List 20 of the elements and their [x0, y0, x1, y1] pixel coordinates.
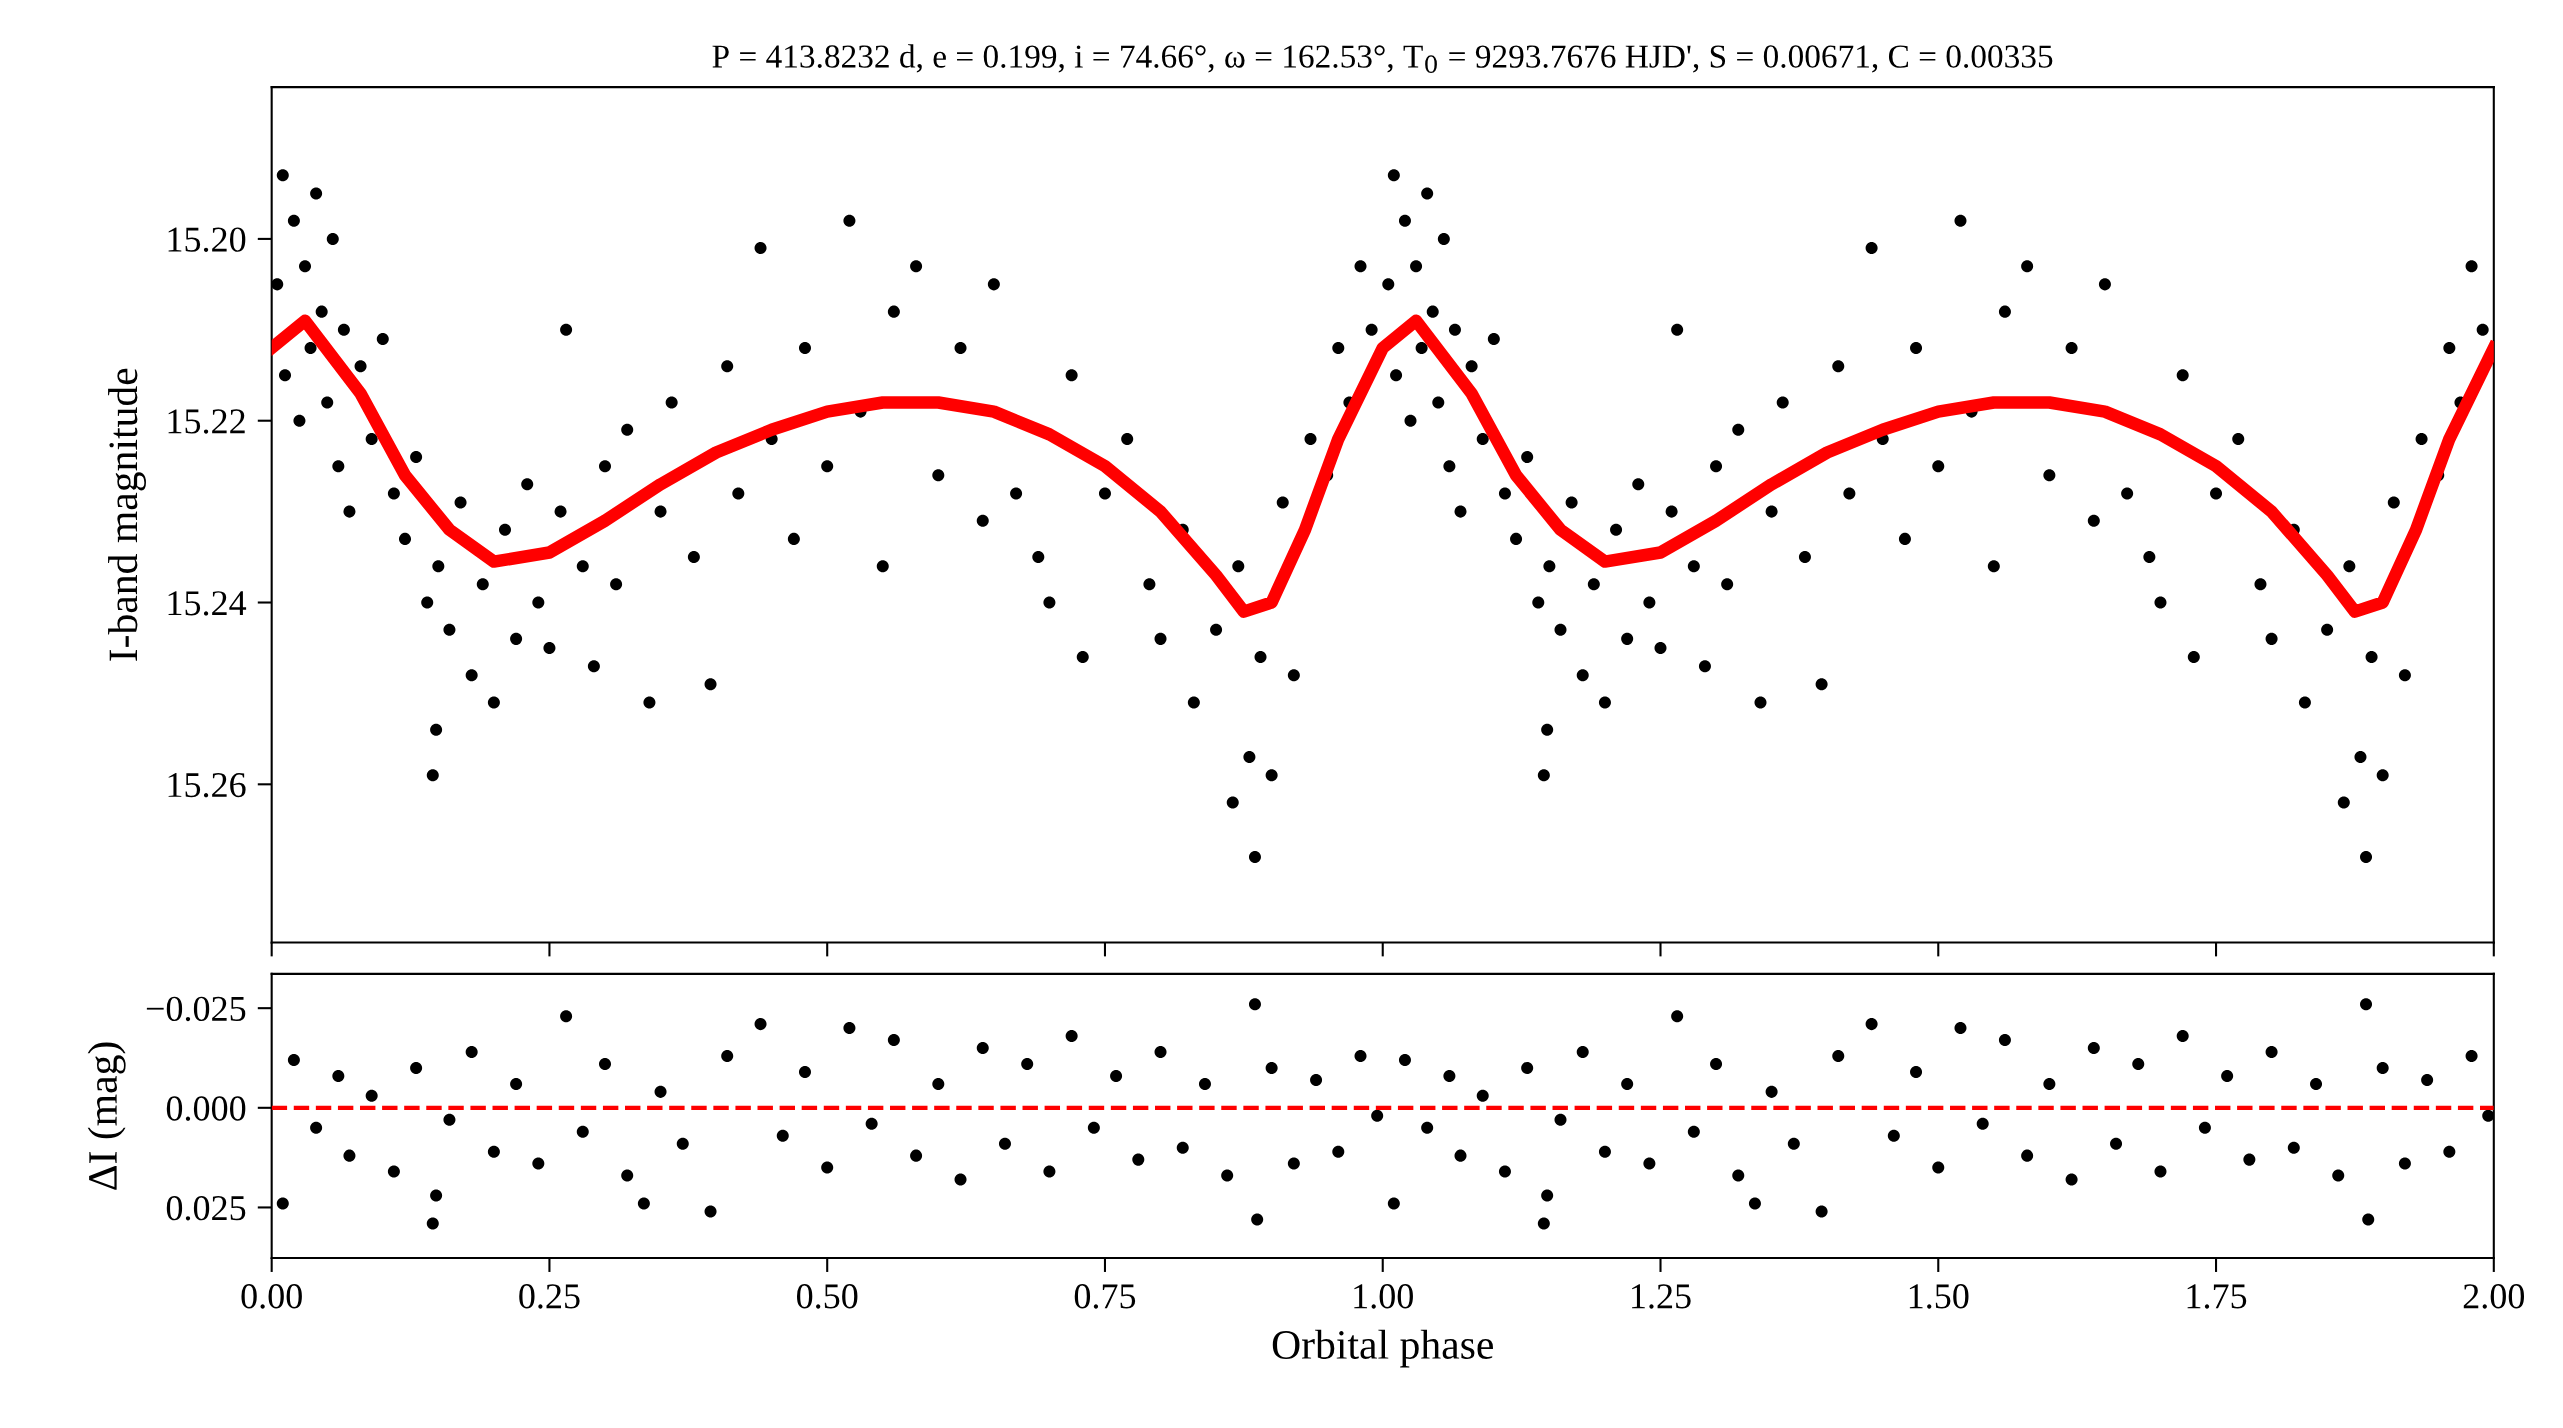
- x-tick-label: 1.25: [1632, 1284, 1691, 1309]
- y-tick-label: 15.20: [168, 227, 246, 252]
- x-axis-title: Orbital phase: [1272, 1329, 1493, 1368]
- y-tick-label: 15.26: [168, 772, 246, 798]
- x-tick-label: 0.00: [241, 1284, 302, 1309]
- y-tick-label: 15.22: [168, 409, 245, 434]
- x-tick-label: 0.25: [519, 1284, 580, 1309]
- x-tick-label: 1.00: [1354, 1284, 1413, 1309]
- y-tick-label: −0.025: [146, 996, 246, 1022]
- x-tick-label: 1.50: [1909, 1284, 1969, 1309]
- y-tick-label: 0.000: [166, 1096, 246, 1121]
- x-tick-label: 1.75: [2187, 1284, 2247, 1309]
- x-tick-label: 0.50: [796, 1284, 858, 1309]
- y-tick-label: 15.24: [168, 591, 247, 616]
- x-tick-label: 0.75: [1074, 1284, 1136, 1309]
- chart-title: P = 413.8232 d, e = 0.199, i = 74.66°, ω = 162.53°, T$_{0}$ = 9293.7676 HJD', S = 0.00671, C = 0.00335: [712, 44, 2053, 73]
- y-axis-title: ΔI (mag): [87, 1042, 126, 1190]
- y-axis-title: I-band magnitude: [108, 368, 146, 661]
- x-tick-label: 2.00: [2463, 1284, 2525, 1309]
- y-tick-label: 0.025: [166, 1195, 246, 1221]
